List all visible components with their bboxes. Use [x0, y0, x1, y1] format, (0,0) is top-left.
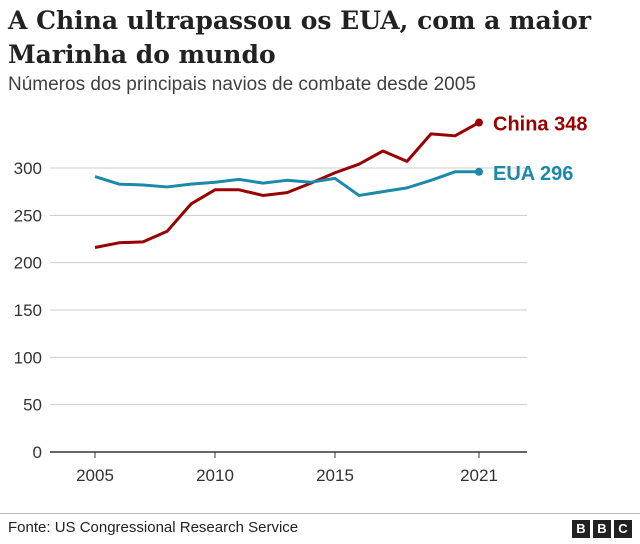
series-line-eua	[94, 170, 479, 197]
y-tick-label: 100	[14, 348, 42, 367]
chart-subtitle: Números dos principais navios de combate…	[8, 74, 476, 95]
line-chart: 0 50 100 150 200 250 300 2005 2010 2015 2021 China …	[14, 114, 588, 485]
end-point-eua	[475, 167, 483, 176]
y-tick-label: 300	[14, 159, 42, 178]
x-tick-label: 2010	[196, 466, 234, 485]
x-tick-label: 2021	[460, 466, 498, 485]
y-tick-label: 200	[14, 254, 42, 273]
x-tick-label: 2015	[316, 466, 354, 485]
chart-title: A China ultrapassou os EUA, com a maior …	[8, 6, 592, 69]
series-label-china: China 348	[493, 114, 587, 136]
series-label-eua: EUA 296	[493, 163, 573, 185]
y-tick-label: 250	[14, 206, 42, 225]
end-point-china	[475, 118, 483, 127]
y-tick-label: 150	[14, 301, 42, 320]
series-line-china	[94, 121, 480, 249]
y-tick-label: 50	[23, 396, 42, 415]
y-tick-label: 0	[33, 443, 42, 462]
x-tick-label: 2005	[76, 466, 114, 485]
source-note: Fonte: US Congressional Research Service	[8, 519, 299, 536]
footer-divider	[0, 513, 640, 514]
